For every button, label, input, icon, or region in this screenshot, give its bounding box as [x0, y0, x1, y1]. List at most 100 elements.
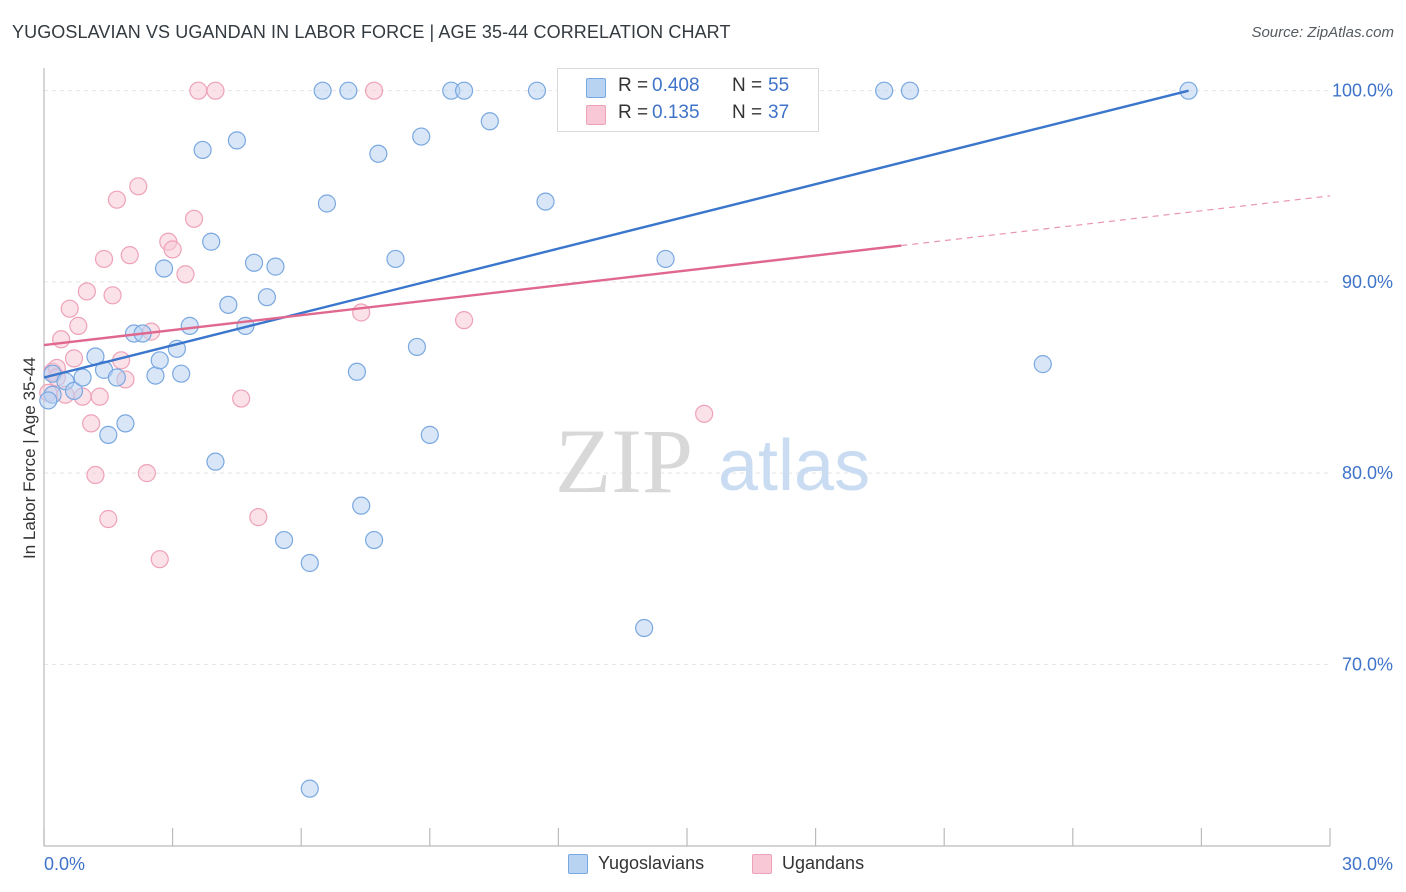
watermark-atlas: atlas — [718, 426, 870, 506]
yugoslavians-point-45 — [536, 192, 555, 211]
ugandans-point-15 — [107, 190, 126, 209]
x-tick-label-min: 0.0% — [44, 854, 85, 874]
yugoslavians-point-51 — [900, 81, 920, 100]
ugandans-trend-extension — [901, 195, 1331, 247]
yugoslavians-point-33 — [347, 362, 367, 381]
ugandans-point-13 — [99, 509, 118, 529]
watermark-zip: ZIP — [555, 410, 693, 512]
ugandans-point-19 — [137, 464, 156, 483]
yugoslavians-trend-line — [43, 89, 1189, 379]
grid-lines — [44, 90, 1330, 665]
yugoslavians-point-52 — [1033, 355, 1052, 374]
yugoslavians-point-34 — [352, 496, 371, 515]
legend-row-yugoslavians: R = 0.408 N = 55 — [558, 74, 818, 101]
legend-label-ugandans: Ugandans — [782, 853, 865, 873]
legend-label-yugoslavians: Yugoslavians — [598, 853, 705, 873]
ugandans-point-21 — [150, 550, 169, 569]
ugandans-point-3 — [52, 330, 71, 349]
y-tick-label-0: 70.0% — [1342, 654, 1393, 674]
yugoslavians-point-54 — [39, 391, 58, 410]
ugandans-point-31 — [364, 81, 384, 100]
tick-labels: 70.0% 80.0% 90.0% 100.0% 0.0% 30.0% — [44, 81, 1393, 874]
ugandans-point-14 — [103, 286, 122, 305]
yugoslavians-point-26 — [266, 257, 285, 276]
legend-n-label: N = — [732, 75, 763, 96]
legend-swatch-pink — [752, 854, 772, 874]
ugandans-point-24 — [176, 265, 195, 284]
chart-title: YUGOSLAVIAN VS UGANDAN IN LABOR FORCE | … — [12, 22, 731, 42]
yugoslavians-point-12 — [146, 366, 165, 385]
legend-n-label: N = — [732, 102, 763, 123]
ugandans-point-23 — [163, 240, 182, 259]
yugoslavians-point-22 — [227, 131, 246, 150]
y-tick-label-1: 80.0% — [1342, 463, 1393, 483]
yugoslavians-point-24 — [244, 253, 264, 272]
yugoslavians-point-3 — [64, 381, 84, 400]
yugoslavians-point-19 — [202, 232, 221, 251]
legend-swatch-blue — [586, 78, 606, 98]
yugoslavians-point-39 — [412, 127, 431, 146]
yugoslavians-point-29 — [300, 779, 319, 798]
ugandans-point-10 — [86, 465, 105, 485]
yugoslavians-point-37 — [386, 249, 405, 269]
ugandans-point-5 — [60, 299, 79, 318]
yugoslavians-point-30 — [313, 81, 332, 100]
x-tick-label-max: 30.0% — [1342, 854, 1393, 874]
legend-r-value: 0.408 — [652, 75, 700, 96]
ugandans-point-25 — [184, 209, 204, 228]
ugandans-point-11 — [90, 387, 109, 406]
yugoslavians-point-27 — [274, 530, 294, 550]
yugoslavians-point-36 — [369, 144, 388, 163]
yugoslavians-point-35 — [364, 530, 384, 550]
legend-r-label: R = — [618, 75, 649, 96]
series-legend: Yugoslavians Ugandans — [0, 852, 1406, 878]
yugoslavians-point-9 — [116, 414, 135, 433]
ugandans-point-33 — [695, 404, 714, 423]
ugandans-point-32 — [454, 311, 474, 330]
watermark: ZIP atlas — [555, 410, 870, 512]
source-label: Source: ZipAtlas.com — [1251, 24, 1394, 41]
yugoslavians-point-17 — [180, 316, 199, 335]
yugoslavians-point-8 — [107, 368, 126, 387]
ugandans-point-6 — [64, 349, 84, 368]
ugandans-point-26 — [189, 81, 208, 100]
ugandans-point-8 — [77, 282, 96, 301]
yugoslavians-point-4 — [73, 368, 92, 387]
yugoslavians-point-14 — [154, 259, 174, 278]
ugandans-point-27 — [206, 81, 225, 100]
ugandans-point-28 — [232, 389, 251, 408]
yugoslavians-point-13 — [150, 351, 169, 370]
y-tick-label-3: 100.0% — [1332, 81, 1393, 101]
yugoslavians-point-43 — [480, 112, 499, 131]
yugoslavians-point-44 — [527, 81, 547, 100]
yugoslavians-point-38 — [407, 337, 427, 357]
yugoslavians-point-40 — [420, 425, 439, 444]
axes — [43, 68, 1331, 847]
y-tick-label-2: 90.0% — [1342, 272, 1393, 292]
yugoslavians-point-32 — [339, 81, 358, 100]
legend-r-value: 0.135 — [652, 102, 700, 123]
ugandans-point-29 — [249, 508, 268, 527]
trend-lines — [43, 89, 1331, 379]
yugoslavians-point-20 — [206, 452, 225, 471]
yugoslavians-point-47 — [635, 618, 654, 638]
yugoslavians-point-16 — [172, 364, 191, 383]
legend-r-label: R = — [618, 102, 649, 123]
ugandans-point-12 — [94, 249, 114, 269]
yugoslavians-point-31 — [317, 194, 337, 213]
correlation-legend: R = 0.408 N = 55 R = 0.135 N = 37 — [557, 68, 819, 132]
ugandans-point-18 — [129, 177, 148, 196]
ugandans-trend-line — [43, 244, 902, 347]
yugoslavians-points — [39, 81, 1198, 798]
yugoslavians-point-48 — [656, 249, 675, 269]
yugoslavians-point-7 — [99, 425, 118, 444]
legend-n-value: 37 — [768, 102, 790, 123]
yugoslavians-point-21 — [219, 295, 238, 314]
ugandans-point-17 — [120, 246, 139, 265]
legend-swatch-pink — [586, 105, 606, 125]
ugandans-point-7 — [69, 316, 88, 335]
ugandans-point-9 — [82, 414, 101, 433]
yugoslavians-point-18 — [193, 140, 212, 160]
yugoslavians-point-28 — [300, 553, 319, 573]
